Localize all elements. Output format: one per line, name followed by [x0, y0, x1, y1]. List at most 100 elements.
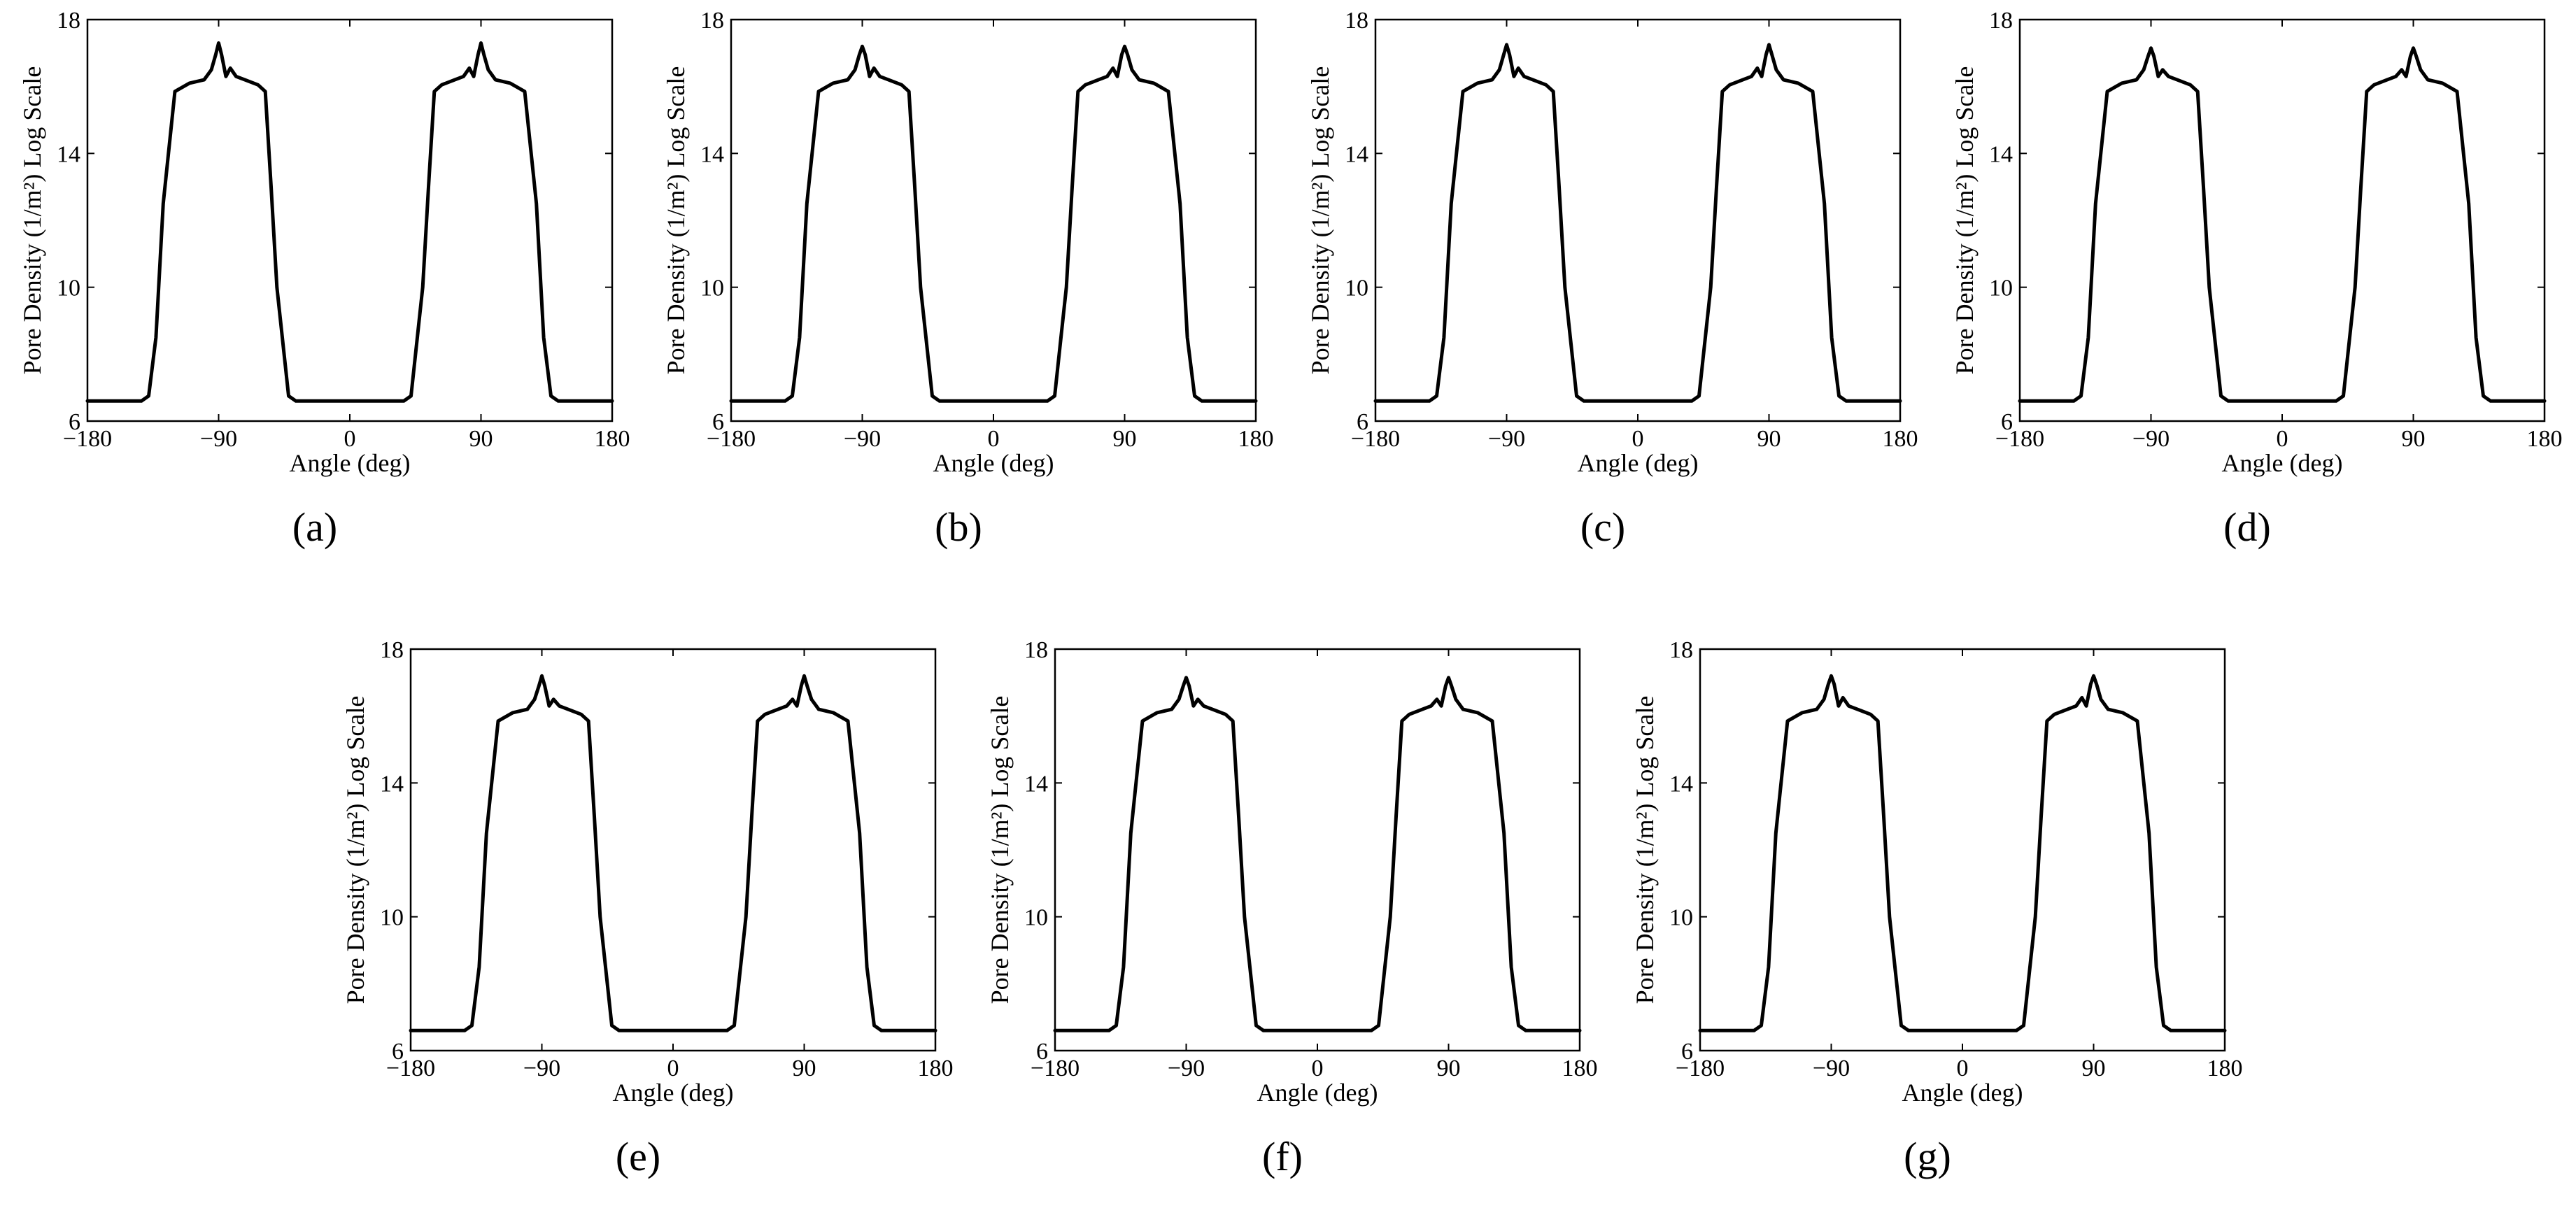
y-tick-label: 18 — [1345, 8, 1368, 34]
x-tick-label: 0 — [1957, 1056, 1969, 1081]
x-tick-label: −90 — [1168, 1056, 1205, 1081]
y-tick-label: 10 — [1989, 276, 2013, 301]
chart-panel-e: −180 −90 0 90 180 6 10 14 18 Angle (deg) Pore Dens… — [323, 630, 954, 1203]
y-tick-label: 14 — [1989, 141, 2013, 167]
y-tick-label: 10 — [700, 276, 724, 301]
y-tick-label: 18 — [700, 8, 724, 34]
x-tick-label: 0 — [988, 426, 1000, 452]
x-tick-label: −180 — [1031, 1056, 1080, 1081]
y-tick-label: 18 — [57, 8, 80, 34]
axes-frame — [2018, 18, 2546, 422]
y-tick-label: 6 — [69, 409, 80, 435]
y-axis-label: Pore Density (1/m²) Log Scale — [1951, 66, 1979, 375]
y-tick-label: 10 — [1345, 276, 1368, 301]
x-tick-label: −90 — [2132, 426, 2170, 452]
x-axis-label: Angle (deg) — [933, 449, 1054, 477]
x-tick-label: −180 — [63, 426, 112, 452]
y-axis-label: Pore Density (1/m²) Log Scale — [662, 66, 690, 375]
y-tick-label: 6 — [1357, 409, 1368, 435]
y-tick-label: 18 — [1989, 8, 2013, 34]
x-tick-label: 90 — [2402, 426, 2426, 452]
x-tick-label: 180 — [1883, 426, 1918, 452]
x-axis-label: Angle (deg) — [1902, 1079, 2023, 1107]
y-tick-label: 14 — [1669, 771, 1693, 797]
y-axis-label: Pore Density (1/m²) Log Scale — [1631, 696, 1659, 1004]
chart-svg: −180 −90 0 90 180 6 10 14 18 Angle (deg) Pore Dens… — [1951, 8, 2563, 477]
x-tick-label: 180 — [2527, 426, 2563, 452]
x-tick-label: 0 — [344, 426, 356, 452]
x-tick-label: 90 — [2082, 1056, 2106, 1081]
chart-panel-f: −180 −90 0 90 180 6 10 14 18 Angle (deg) Pore Dens… — [968, 630, 1598, 1203]
series-line — [1053, 676, 1582, 1032]
y-tick-label: 14 — [380, 771, 404, 797]
y-axis-label: Pore Density (1/m²) Log Scale — [18, 66, 46, 375]
chart-panel-g: −180 −90 0 90 180 6 10 14 18 Angle (deg) Pore Dens… — [1613, 630, 2243, 1203]
y-tick-label: 10 — [1669, 905, 1693, 931]
chart-panel-d: −180 −90 0 90 180 6 10 14 18 Angle (deg) Pore Dens… — [1932, 0, 2563, 574]
y-tick-label: 10 — [57, 276, 80, 301]
y-tick-label: 14 — [57, 141, 80, 167]
x-axis-label: Angle (deg) — [1578, 449, 1699, 477]
panel-caption: (d) — [2223, 504, 2271, 550]
x-axis-label: Angle (deg) — [613, 1079, 734, 1107]
chart-svg: −180 −90 0 90 180 6 10 14 18 Angle (deg) Pore Dens… — [341, 637, 954, 1107]
x-tick-label: −90 — [523, 1056, 560, 1081]
x-tick-label: −180 — [1351, 426, 1400, 452]
x-tick-label: 180 — [1562, 1056, 1598, 1081]
chart-svg: −180 −90 0 90 180 6 10 14 18 Angle (deg) Pore Dens… — [662, 8, 1274, 477]
x-tick-label: −180 — [707, 426, 756, 452]
x-tick-label: −90 — [844, 426, 881, 452]
x-tick-label: −180 — [1676, 1056, 1725, 1081]
axes-frame — [1054, 648, 1581, 1052]
x-tick-label: −90 — [200, 426, 237, 452]
y-tick-label: 14 — [1345, 141, 1368, 167]
chart-panel-b: −180 −90 0 90 180 6 10 14 18 Angle (deg) Pore Dens… — [644, 0, 1274, 574]
y-tick-label: 6 — [2001, 409, 2013, 435]
x-tick-label: 0 — [1632, 426, 1644, 452]
x-tick-label: 180 — [1238, 426, 1274, 452]
x-tick-label: 90 — [1757, 426, 1781, 452]
y-axis-label: Pore Density (1/m²) Log Scale — [986, 696, 1014, 1004]
series-line — [1698, 674, 2227, 1032]
y-tick-label: 18 — [380, 637, 404, 663]
y-axis-label: Pore Density (1/m²) Log Scale — [341, 696, 369, 1004]
panel-caption: (e) — [615, 1134, 661, 1179]
x-tick-label: 0 — [2277, 426, 2288, 452]
axes-frame — [86, 18, 614, 422]
x-tick-label: 180 — [918, 1056, 954, 1081]
series-line — [85, 41, 614, 403]
panel-caption: (f) — [1262, 1134, 1303, 1179]
y-tick-label: 6 — [712, 409, 724, 435]
chart-svg: −180 −90 0 90 180 6 10 14 18 Angle (deg) Pore Dens… — [1631, 637, 2243, 1107]
x-tick-label: 180 — [2207, 1056, 2243, 1081]
series-line — [409, 674, 937, 1032]
y-tick-label: 14 — [700, 141, 724, 167]
axes-frame — [1699, 648, 2226, 1052]
x-tick-label: −180 — [386, 1056, 435, 1081]
x-tick-label: 180 — [595, 426, 630, 452]
y-tick-label: 6 — [1036, 1039, 1048, 1065]
x-tick-label: 90 — [469, 426, 493, 452]
x-tick-label: 90 — [1437, 1056, 1461, 1081]
x-tick-label: 0 — [1312, 1056, 1324, 1081]
y-tick-label: 14 — [1024, 771, 1048, 797]
series-line — [729, 44, 1258, 403]
x-tick-label: −90 — [1488, 426, 1525, 452]
chart-svg: −180 −90 0 90 180 6 10 14 18 Angle (deg) Pore Dens… — [986, 637, 1598, 1107]
chart-panel-c: −180 −90 0 90 180 6 10 14 18 Angle (deg) Pore Dens… — [1288, 0, 1918, 574]
y-tick-label: 6 — [392, 1039, 404, 1065]
panel-caption: (c) — [1580, 504, 1626, 550]
x-tick-label: 90 — [793, 1056, 816, 1081]
chart-svg: −180 −90 0 90 180 6 10 14 18 Angle (deg) Pore Dens… — [1306, 8, 1918, 477]
series-line — [2018, 46, 2547, 403]
panel-caption: (b) — [935, 504, 982, 550]
x-axis-label: Angle (deg) — [290, 449, 411, 477]
x-axis-label: Angle (deg) — [2222, 449, 2343, 477]
y-tick-label: 18 — [1669, 637, 1693, 663]
y-tick-label: 10 — [380, 905, 404, 931]
x-axis-label: Angle (deg) — [1257, 1079, 1378, 1107]
x-tick-label: −180 — [1995, 426, 2044, 452]
x-tick-label: 0 — [667, 1056, 679, 1081]
y-axis-label: Pore Density (1/m²) Log Scale — [1306, 66, 1334, 375]
axes-frame — [730, 18, 1257, 422]
